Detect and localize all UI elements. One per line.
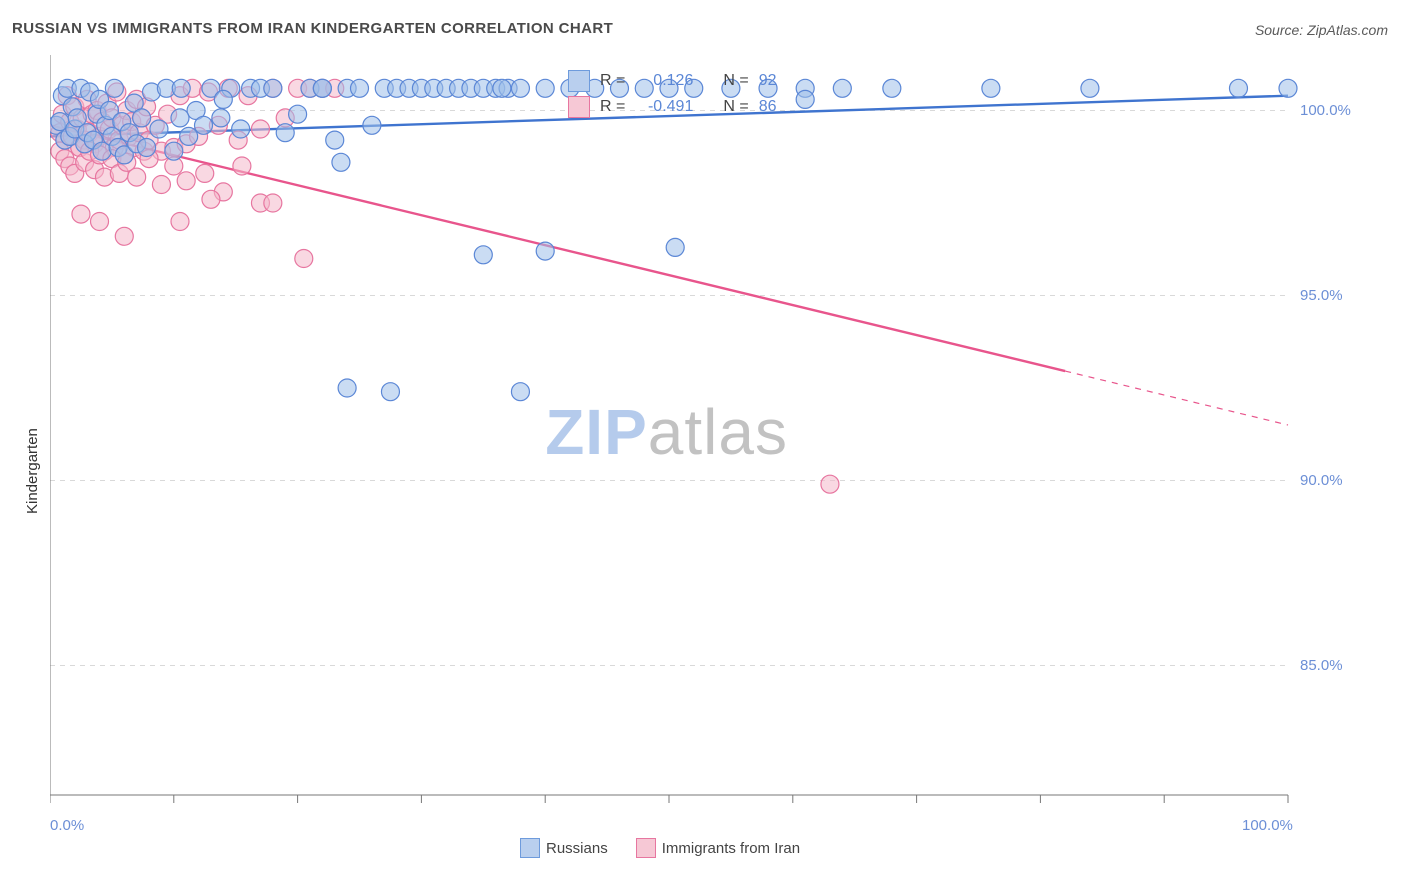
r-value: -0.491 xyxy=(635,98,693,116)
x-tick-label: 0.0% xyxy=(50,817,84,834)
series-legend: Russians Immigrants from Iran xyxy=(520,838,800,858)
stats-legend-row: R = 0.126 N = 92 xyxy=(568,70,776,92)
legend-label: Immigrants from Iran xyxy=(662,840,800,857)
x-tick-label: 100.0% xyxy=(1242,817,1293,834)
n-value: 92 xyxy=(759,72,777,90)
y-tick-label: 85.0% xyxy=(1300,657,1343,674)
legend-swatch xyxy=(636,838,656,858)
stats-legend-row: R = -0.491 N = 86 xyxy=(568,96,776,118)
legend-swatch xyxy=(520,838,540,858)
n-label: N = xyxy=(723,98,748,116)
legend-swatch xyxy=(568,96,590,118)
correlation-chart xyxy=(50,55,1406,855)
r-label: R = xyxy=(600,72,625,90)
legend-swatch xyxy=(568,70,590,92)
y-tick-label: 100.0% xyxy=(1300,102,1351,119)
stats-legend: R = 0.126 N = 92 R = -0.491 N = 86 xyxy=(568,70,776,122)
legend-item: Immigrants from Iran xyxy=(636,838,800,858)
n-label: N = xyxy=(723,72,748,90)
legend-label: Russians xyxy=(546,840,608,857)
legend-item: Russians xyxy=(520,838,608,858)
chart-title: RUSSIAN VS IMMIGRANTS FROM IRAN KINDERGA… xyxy=(12,20,613,37)
y-tick-label: 95.0% xyxy=(1300,287,1343,304)
y-tick-label: 90.0% xyxy=(1300,472,1343,489)
source-attribution: Source: ZipAtlas.com xyxy=(1255,22,1388,38)
r-label: R = xyxy=(600,98,625,116)
r-value: 0.126 xyxy=(635,72,693,90)
y-axis-label: Kindergarten xyxy=(24,428,41,514)
n-value: 86 xyxy=(759,98,777,116)
